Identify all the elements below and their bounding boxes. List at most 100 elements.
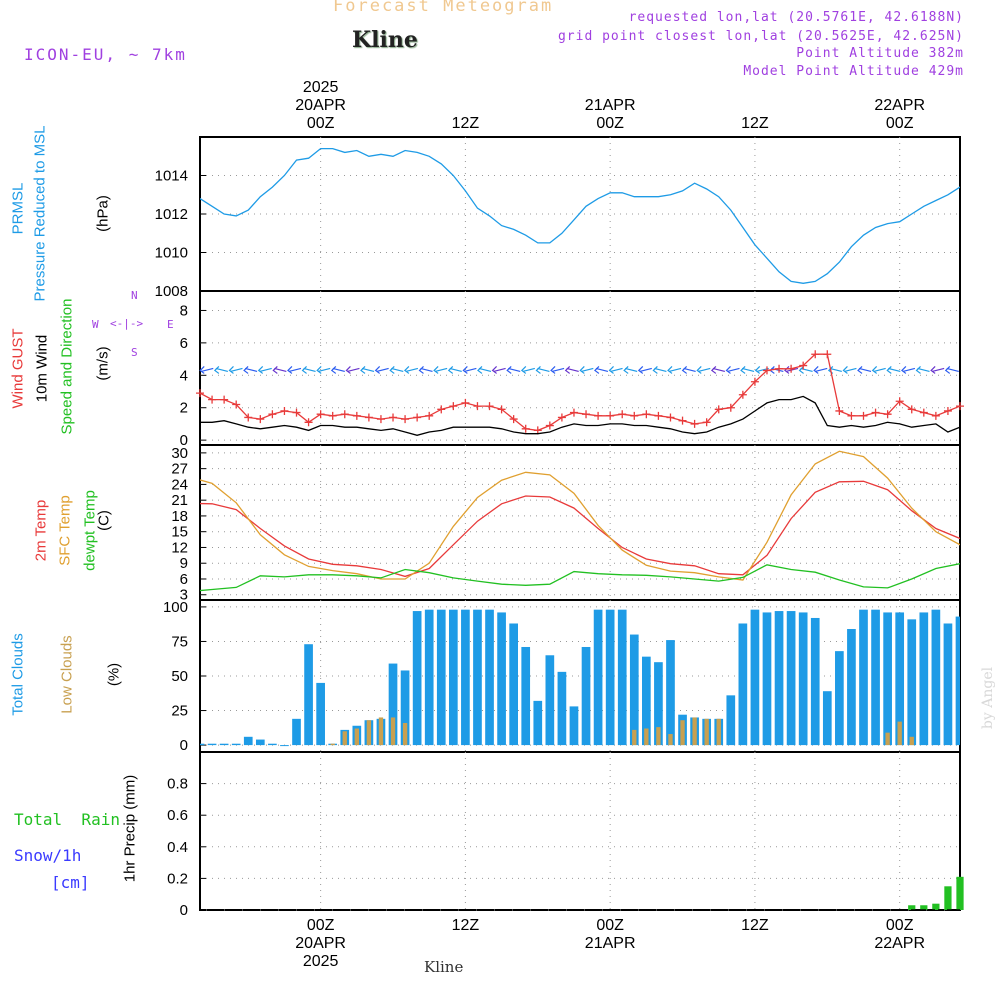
y-tick-label-wind: 2 — [180, 400, 188, 417]
wind-arrow-head — [813, 366, 819, 374]
cloud-bar-total — [943, 623, 953, 746]
gust-marker — [316, 410, 325, 419]
wind-arrow — [464, 367, 477, 373]
cloud-bar-total — [581, 646, 591, 746]
wind-arrow — [274, 367, 287, 373]
wind-arrow-head — [564, 366, 571, 374]
y-tick-label-precip: 0.4 — [167, 839, 188, 856]
cloud-bar-low — [390, 717, 396, 746]
wind-arrow — [625, 367, 638, 373]
wind-arrow-head — [579, 366, 585, 374]
gust-marker — [437, 405, 446, 414]
cloud-bar-total — [280, 745, 289, 747]
wind-arrow — [566, 367, 579, 373]
wind-arrow-head — [228, 366, 234, 374]
wind-arrow-head — [550, 366, 556, 374]
wind-arrow-head — [462, 366, 468, 374]
temp2m-label: 2m Temp — [32, 499, 50, 562]
gust-marker — [268, 410, 277, 419]
cloud-bar-low — [632, 729, 637, 746]
gust-marker — [895, 397, 904, 406]
gust-marker — [364, 413, 373, 422]
gust-marker — [811, 350, 820, 359]
cloud-bar-total — [461, 609, 470, 746]
gust-marker — [401, 415, 410, 424]
top-time-label: 00Z — [886, 115, 914, 132]
bottom-time-label: 20APR — [295, 935, 346, 952]
cloud-bar-total — [521, 646, 531, 746]
wind-arrow-head — [696, 366, 702, 374]
wind-arrow-head — [857, 366, 863, 374]
cloud-bar-total — [629, 634, 639, 746]
rain-bar — [932, 903, 940, 910]
gust-marker — [208, 395, 217, 404]
gust-marker — [654, 411, 663, 420]
y-tick-label-temperature: 18 — [171, 508, 188, 525]
wind-arrow — [785, 367, 799, 373]
cloud-bar-total — [666, 640, 675, 746]
cloud-bar-low — [644, 728, 649, 746]
wind-arrow — [698, 367, 711, 373]
cloud-bar-total — [304, 644, 313, 746]
series-line-temperature-2 — [200, 563, 960, 592]
wind-arrow — [420, 367, 433, 373]
cloud-bar-total — [231, 743, 241, 746]
cloud-bar-low — [354, 728, 359, 746]
y-tick-label-clouds: 0 — [180, 737, 188, 754]
snow-label: Snow/1h — [14, 846, 82, 865]
y-tick-label-temperature: 3 — [180, 587, 188, 604]
wind-arrow — [858, 367, 872, 373]
series-line-wind-1 — [200, 395, 960, 436]
bottom-time-label: 12Z — [741, 917, 769, 934]
wind-arrow-head — [710, 366, 717, 374]
gust-marker — [196, 389, 204, 398]
wind-arrow — [201, 367, 214, 373]
wind-gust-label: Wind GUST — [9, 328, 27, 409]
grid-point-coords: grid point closest lon,lat (20.5625E, 42… — [557, 29, 964, 44]
wind-arrow — [537, 367, 550, 373]
cloud-bar-low — [366, 720, 372, 746]
wind-arrow — [361, 367, 375, 373]
wind-arrow — [259, 367, 272, 373]
y-tick-label-precip: 0 — [180, 902, 188, 919]
gust-marker — [244, 413, 253, 422]
gust-marker — [738, 390, 747, 399]
wind-arrow — [434, 367, 448, 373]
wind-arrow — [478, 367, 492, 373]
cloud-bar-total — [545, 655, 555, 746]
gust-marker — [497, 405, 506, 414]
gust-marker — [292, 408, 301, 417]
wind-arrow — [215, 367, 229, 373]
cloud-bar-low — [897, 721, 902, 746]
cloud-bar-low — [378, 717, 384, 746]
wind-arrow — [683, 367, 696, 373]
gust-marker — [485, 402, 494, 411]
location-title: Kline — [352, 27, 418, 53]
wind-arrow — [639, 367, 652, 373]
cloud-bar-total — [448, 609, 458, 746]
cloud-bar-total — [835, 651, 844, 746]
gust-marker — [956, 402, 964, 411]
gust-marker — [473, 402, 482, 411]
cloud-bar-low — [704, 718, 709, 746]
y-tick-label-pressure: 1008 — [155, 283, 188, 300]
gust-marker — [352, 411, 361, 420]
wind-arrow — [244, 367, 258, 373]
cloud-bar-total — [883, 612, 892, 746]
wind-arrow-head — [900, 366, 907, 374]
gust-marker — [919, 408, 928, 417]
cloud-bar-total — [388, 663, 398, 746]
wind-arrow — [318, 367, 331, 373]
wind-arrow-head — [740, 366, 746, 374]
y-tick-label-pressure: 1014 — [155, 168, 188, 185]
wind-arrow-head — [637, 366, 644, 374]
celsius-unit-label: (C) — [95, 510, 113, 531]
gust-marker — [461, 398, 470, 407]
rain-bar — [956, 876, 964, 910]
cloud-bar-total — [774, 611, 784, 746]
wind-arrow-head — [506, 366, 512, 374]
bottom-time-label: 00Z — [307, 917, 335, 934]
compass-n: N — [131, 289, 138, 302]
wind-arrow-head — [784, 366, 790, 374]
